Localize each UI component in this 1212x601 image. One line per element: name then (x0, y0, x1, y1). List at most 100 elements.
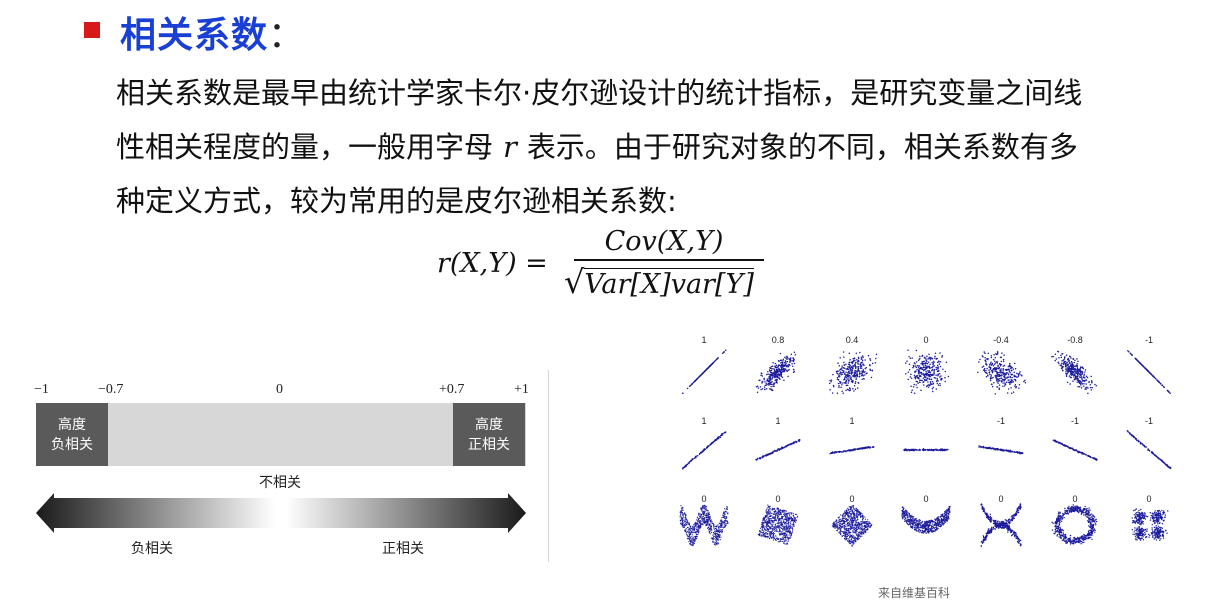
scatter-dot (785, 540, 787, 542)
paragraph-line-2: 性相关程度的量，一般用字母 r 表示。由于研究对象的不同，相关系数有多 (116, 120, 1116, 174)
corr-label: 0 (998, 494, 1003, 504)
scatter-dot (777, 516, 779, 518)
scatter-dot (783, 446, 785, 449)
scatter-dot (924, 364, 927, 366)
scatter-dot (713, 525, 715, 527)
corr-label: -0.4 (993, 335, 1009, 345)
scatter-dot (842, 367, 845, 369)
scatter-dot (725, 517, 727, 519)
scatter-dot (773, 385, 775, 388)
scatter-dot (1016, 451, 1019, 454)
scatter-dot (685, 523, 687, 525)
scatter-dot (784, 518, 786, 520)
scatter-dot (839, 526, 841, 528)
scatter-dot (931, 374, 934, 376)
scatter-dot (852, 541, 854, 543)
scatter-dot (915, 384, 917, 386)
scatter-dot (1000, 360, 1003, 363)
scatter-dot (989, 363, 992, 365)
scatter-dot (1007, 388, 1010, 390)
scatter-dot (1005, 377, 1007, 379)
scatter-dot (1076, 363, 1078, 365)
scatter-dot (910, 373, 912, 376)
scatter-dot (853, 376, 855, 378)
scatter-dot (766, 514, 768, 516)
scatter-dot (767, 507, 769, 509)
scatter-dot (845, 526, 847, 528)
scatter-dot (782, 516, 784, 518)
scatter-dot (695, 538, 697, 540)
scatter-dot (761, 534, 763, 536)
scatter-dot (1089, 386, 1092, 389)
scatter-dot (913, 449, 915, 451)
scatter-dot (839, 518, 842, 520)
scatter-dot (1147, 448, 1150, 451)
scatter-dot (1056, 441, 1058, 443)
scatter-dot (1151, 451, 1153, 454)
scatter-dot (928, 353, 930, 355)
scatter-dot (763, 535, 765, 537)
scatter-dot (928, 365, 931, 368)
scatter-dot (841, 523, 843, 525)
scatter-dot (790, 526, 792, 528)
scatter-dot (689, 534, 691, 536)
scatter-dot (724, 515, 726, 517)
scatter-dot (992, 447, 994, 449)
scatter-dot (934, 449, 936, 451)
scatter-dot (767, 518, 770, 520)
scatter-dot (854, 388, 857, 391)
scatter-dot (781, 518, 783, 520)
scatter-dot (717, 530, 719, 532)
scatter-dot (772, 536, 774, 539)
scatter-dot (839, 356, 841, 359)
scatter-dot (766, 536, 768, 538)
formula-fraction: Cov(X,Y) √Var[X]var[Y] (564, 226, 764, 301)
scatter-dot (845, 537, 847, 539)
scatter-dot (681, 509, 683, 511)
scatter-dot (861, 355, 864, 357)
scatter-dot (724, 517, 726, 519)
scatter-dot (767, 533, 769, 535)
scatter-dot (769, 382, 772, 384)
scatter-dot (1064, 444, 1066, 447)
scatter-dot (682, 508, 684, 510)
scatter-dot (993, 369, 995, 371)
scatter-dot (875, 353, 878, 356)
scatter-dot (1071, 373, 1073, 376)
scatter-dot (1082, 453, 1084, 455)
scatter-dot (844, 538, 846, 540)
scatter-dot (851, 380, 853, 383)
scatter-dot (851, 369, 854, 371)
variable-r: r (503, 130, 517, 164)
scatter-dot (759, 457, 761, 459)
scatter-dot (782, 537, 784, 539)
scatter-dot (991, 377, 993, 380)
scatter-dot (722, 527, 725, 529)
scatter-dot (842, 519, 844, 522)
scatter-dot (917, 372, 920, 375)
scatter-dot (849, 387, 851, 390)
scatter-dot (707, 519, 709, 521)
scatter-dot (689, 525, 691, 527)
scatter-dot (867, 446, 869, 449)
scatter-dot (1054, 359, 1056, 362)
scatter-dot (771, 508, 774, 510)
scatter-dot (771, 452, 773, 454)
scatter-dot (996, 380, 998, 383)
scatter-dot (688, 541, 690, 543)
scatter-dot (789, 519, 791, 521)
scatter-dot (1067, 357, 1070, 360)
scatter-dot (695, 535, 697, 538)
scatter-dot (705, 509, 707, 511)
scatter-dot (843, 361, 845, 364)
scatter-dot (858, 512, 860, 514)
scatter-dot (791, 527, 793, 529)
scatter-dot (925, 362, 927, 364)
scatter-dot (726, 508, 729, 510)
scatter-dot (1143, 366, 1145, 368)
scatter-dot (792, 360, 795, 363)
scatter-dot (1134, 438, 1137, 440)
scatter-dot (846, 512, 848, 514)
scatter-dot (864, 516, 866, 518)
scatter-dot (929, 381, 932, 383)
